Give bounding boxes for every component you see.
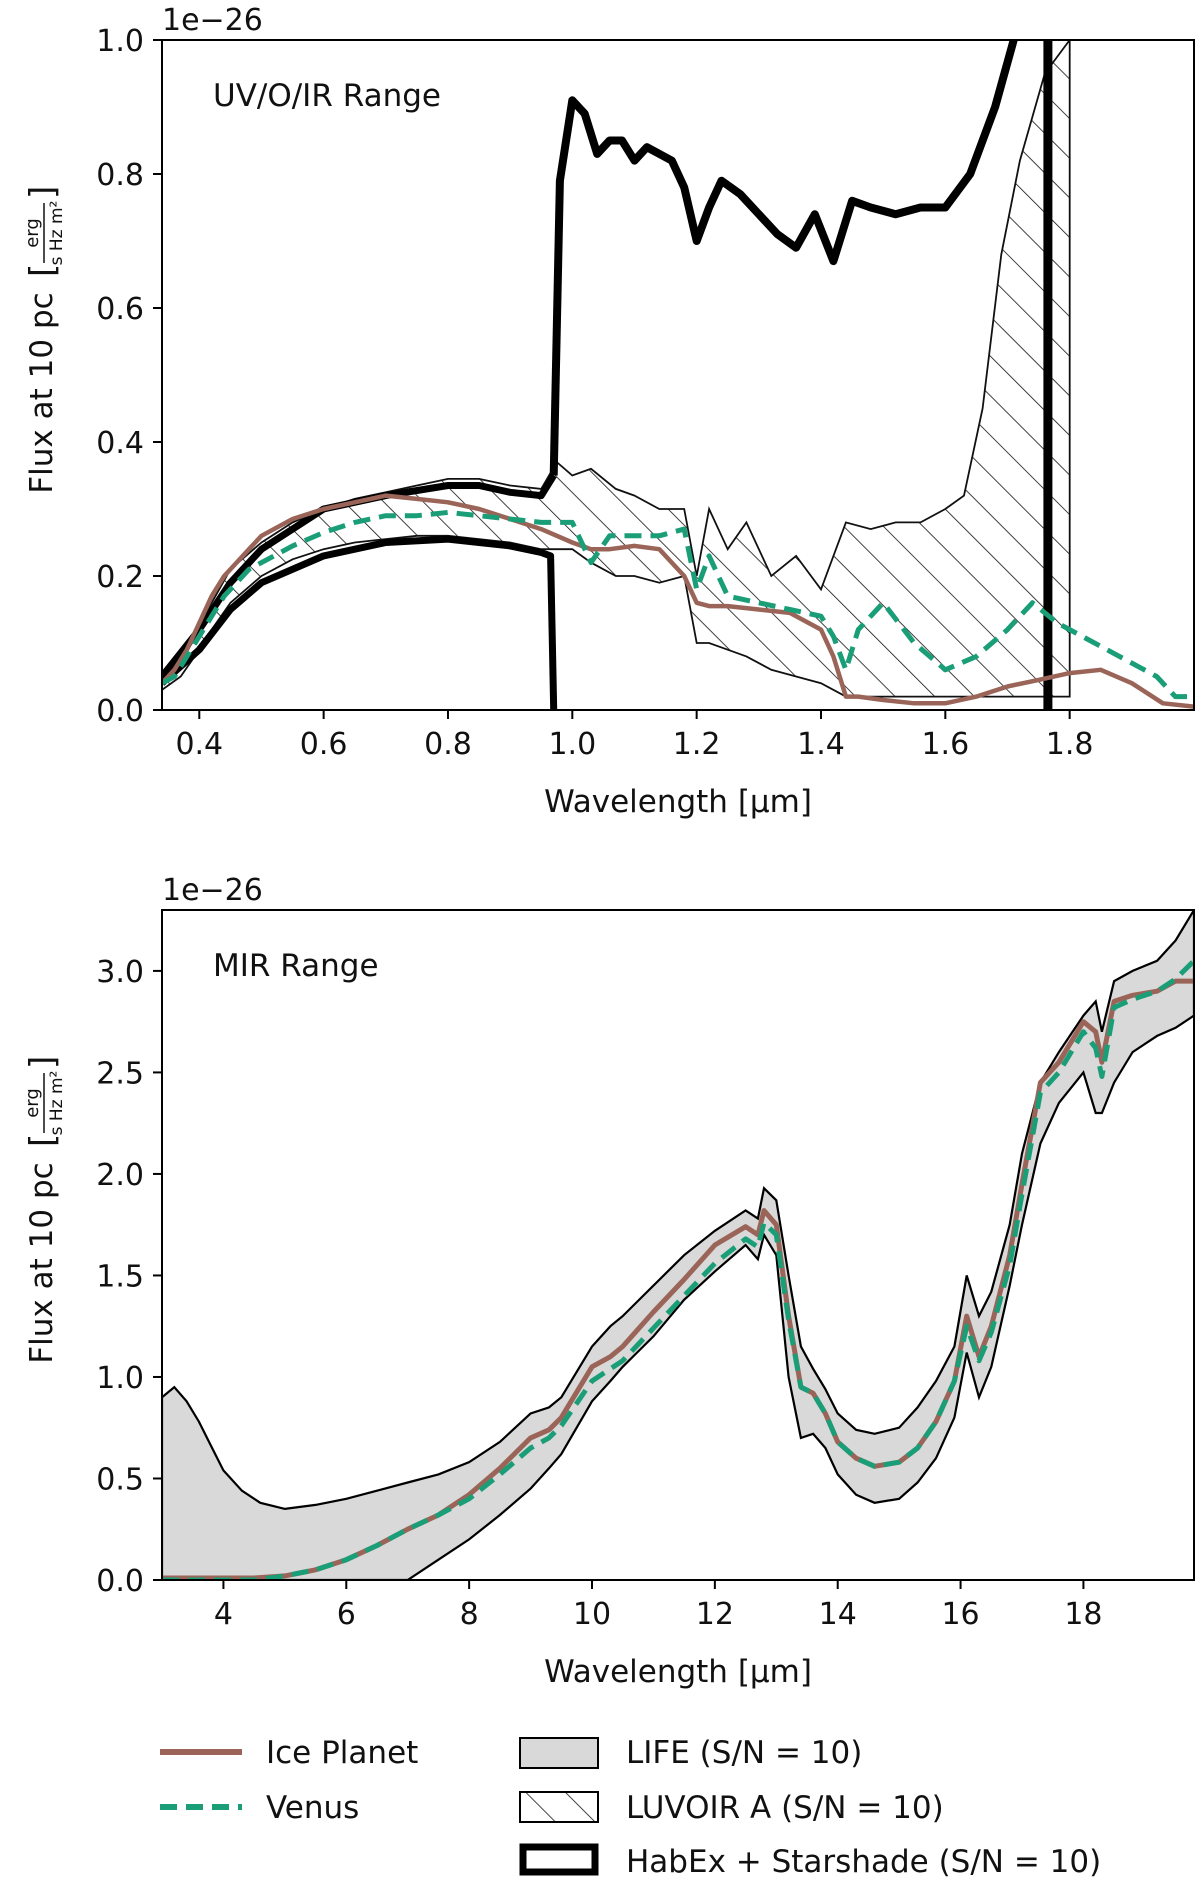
x-axis-label: Wavelength [μm] [544,784,812,820]
y-axis-unit-numerator: erg [22,1088,43,1118]
bottom-x-tick-label: 18 [1064,1597,1102,1632]
bottom-x-tick-label: 10 [573,1597,611,1632]
legend: Ice Planet Venus LIFE (S/N = 10) LUVOIR … [160,1735,1101,1880]
legend-entry-venus: Venus [160,1790,359,1826]
y-axis-label-bracket-close: ] [23,1056,63,1069]
top-y-tick-label: 0.4 [96,426,144,461]
life-band [162,910,1194,1580]
panel-annotation: UV/O/IR Range [213,78,441,114]
top-y-tick-label: 1.0 [96,24,144,59]
bottom-y-tick-label: 2.0 [96,1158,144,1193]
y-axis-label-bracket-open: [ [23,264,63,277]
legend-swatch-life [519,1737,599,1769]
y-axis-label: Flux at 10 pc [ erg s Hz m² ] [22,186,67,494]
x-axis-label: Wavelength [μm] [544,1654,812,1690]
legend-swatch-luvoir [519,1791,599,1823]
legend-label-luvoir: LUVOIR A (S/N = 10) [626,1790,944,1826]
top-x-tick-label: 1.6 [921,727,969,762]
top-x-tick-label: 1.8 [1046,727,1094,762]
bottom-x-tick-label: 16 [941,1597,979,1632]
mir-panel: 4 6 8 10 12 14 16 18 0.0 0.5 1.0 1.5 2.0 2.5 3.0 1e−2… [22,873,1195,1690]
bottom-x-tick-label: 4 [214,1597,233,1632]
bottom-y-tick-label: 3.0 [96,955,144,990]
habex-spike-line [549,40,1018,476]
top-x-tick-label: 1.4 [797,727,845,762]
bottom-y-tick-label: 0.0 [96,1564,144,1599]
top-x-tick-label: 1.2 [673,727,721,762]
bottom-x-tick-label: 6 [337,1597,356,1632]
plot-frame [161,909,1195,1581]
habex-lower-bound [162,535,558,710]
bottom-y-tick-label: 0.5 [96,1462,144,1497]
legend-label-habex: HabEx + Starshade (S/N = 10) [626,1844,1101,1880]
y-axis-unit-denominator: s Hz m² [47,201,67,266]
bottom-y-tick-label: 1.0 [96,1361,144,1396]
bottom-x-tick-label: 14 [819,1597,857,1632]
y-axis-ticks: 0.0 0.5 1.0 1.5 2.0 2.5 3.0 [96,955,162,1599]
top-x-tick-label: 0.6 [300,727,348,762]
y-axis-label-main: Flux at 10 pc [24,1162,60,1363]
top-y-tick-label: 0.6 [96,292,144,327]
x-axis-ticks: 4 6 8 10 12 14 16 18 [214,1580,1103,1632]
legend-swatch-habex [519,1843,599,1876]
top-x-tick-label: 1.0 [548,727,596,762]
top-x-tick-label: 0.4 [175,727,223,762]
x-axis-ticks: 0.4 0.6 0.8 1.0 1.2 1.4 1.6 1.8 [175,710,1094,762]
top-y-tick-label: 0.2 [96,560,144,595]
scale-label: 1e−26 [162,873,263,908]
plot-frame [161,39,1195,711]
legend-label-life: LIFE (S/N = 10) [626,1735,862,1771]
y-axis-label-main: Flux at 10 pc [24,292,60,493]
ice-planet-line [162,493,1194,709]
top-y-tick-label: 0.8 [96,158,144,193]
top-x-tick-label: 0.8 [424,727,472,762]
legend-label-venus: Venus [266,1790,359,1826]
venus-line [162,959,1194,1580]
y-axis-unit-denominator: s Hz m² [47,1071,67,1136]
uv-o-ir-panel: 0.4 0.6 0.8 1.0 1.2 1.4 1.6 1.8 0.0 0.2 0.4 0.6 0.8… [22,3,1195,820]
top-y-tick-label: 0.0 [96,694,144,729]
bottom-y-tick-label: 2.5 [96,1056,144,1091]
y-axis-label-bracket-open: [ [23,1134,63,1147]
bottom-y-tick-label: 1.5 [96,1259,144,1294]
legend-entry-ice-planet: Ice Planet [160,1735,418,1771]
y-axis-label: Flux at 10 pc [ erg s Hz m² ] [22,1056,67,1364]
y-axis-label-bracket-close: ] [23,186,63,199]
scale-label: 1e−26 [162,3,263,38]
legend-entry-luvoir: LUVOIR A (S/N = 10) [519,1790,944,1826]
legend-entry-habex: HabEx + Starshade (S/N = 10) [519,1843,1101,1880]
legend-label-ice-planet: Ice Planet [266,1735,418,1771]
y-axis-unit-numerator: erg [22,218,43,248]
bottom-x-tick-label: 12 [696,1597,734,1632]
panel-annotation: MIR Range [213,948,379,984]
y-axis-ticks: 0.0 0.2 0.4 0.6 0.8 1.0 [96,24,162,729]
bottom-x-tick-label: 8 [460,1597,479,1632]
legend-entry-life: LIFE (S/N = 10) [519,1735,862,1771]
